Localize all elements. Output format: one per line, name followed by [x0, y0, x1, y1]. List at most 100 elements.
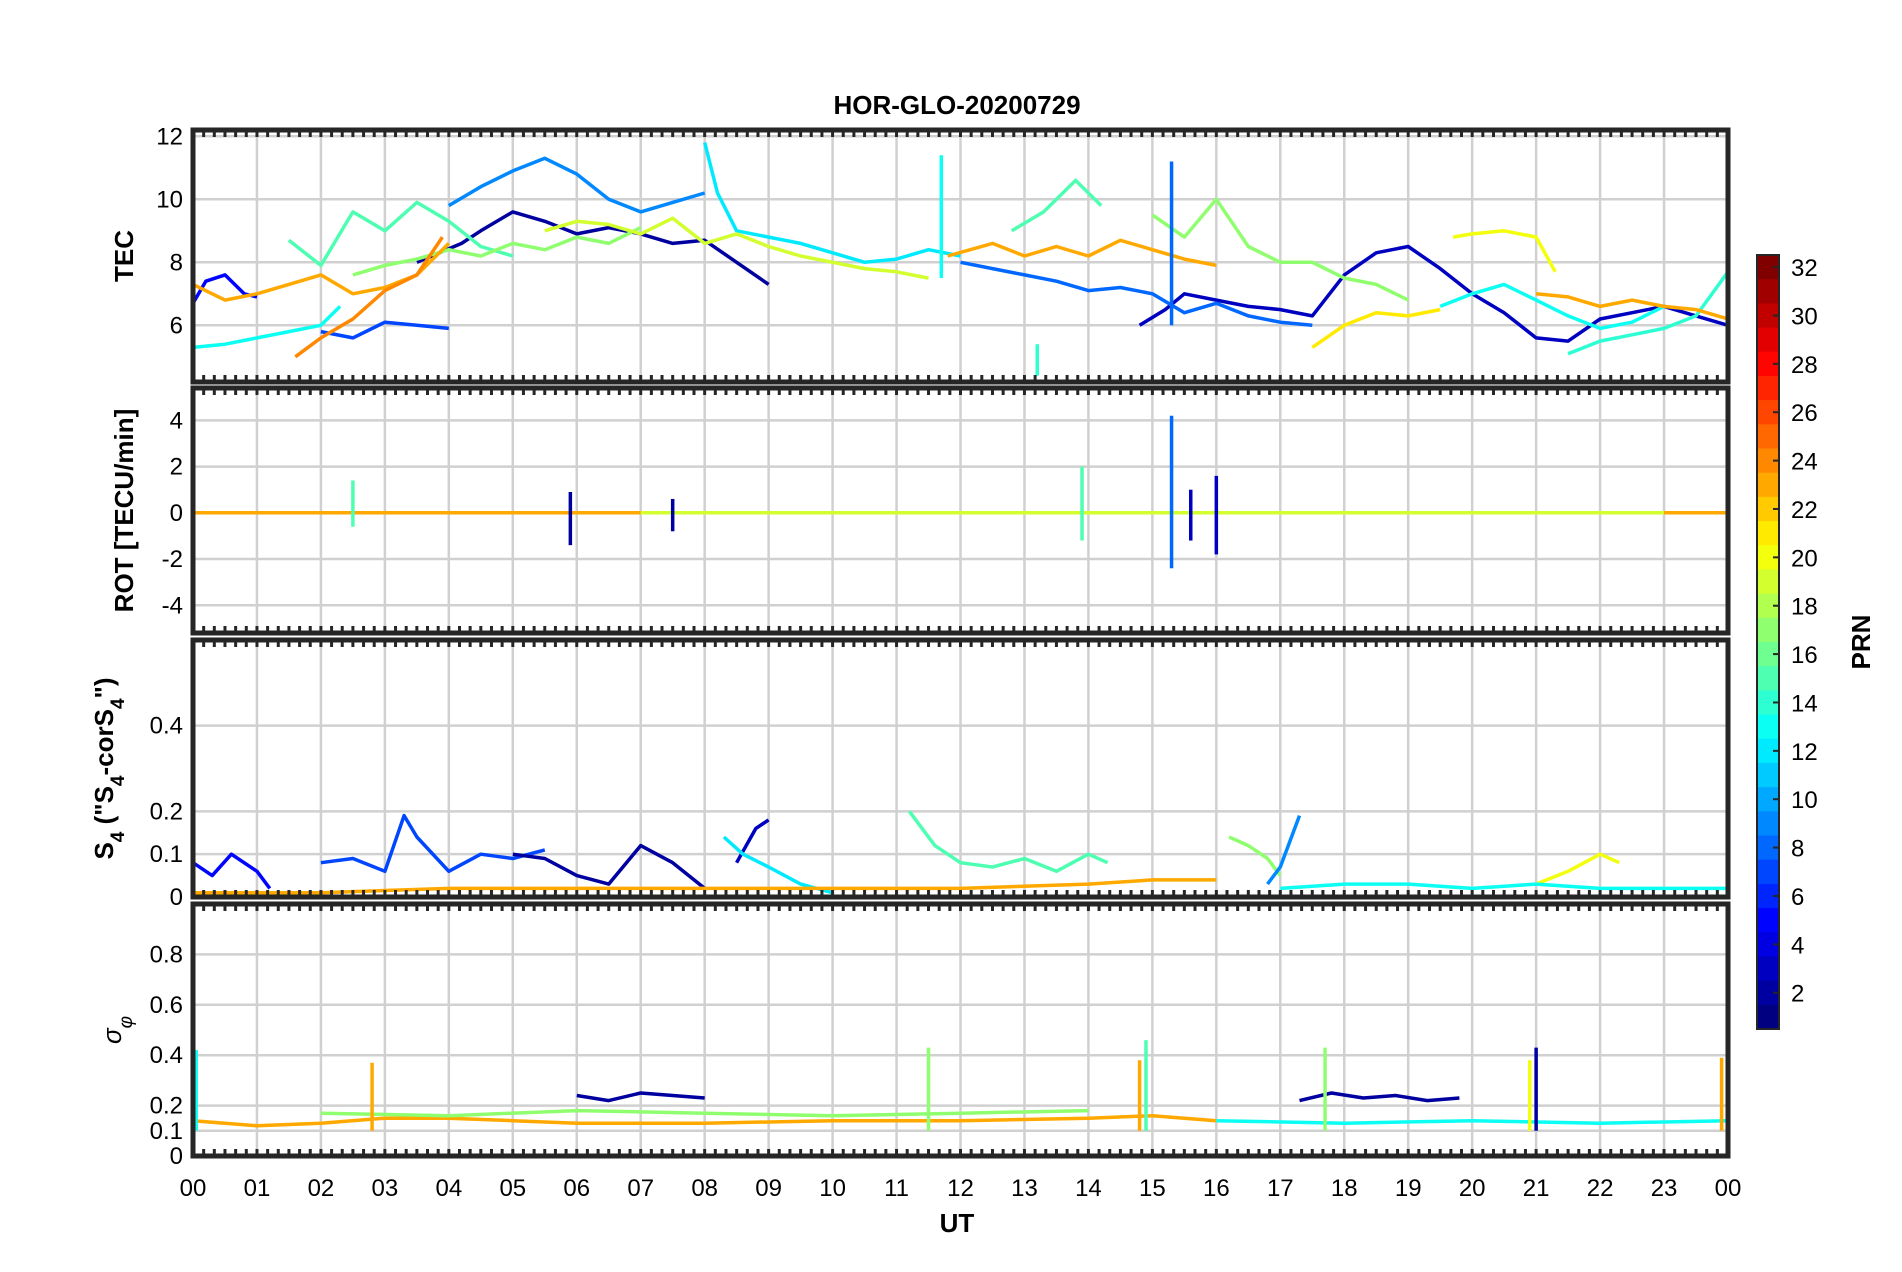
series-group: [193, 415, 1728, 569]
y-tick-label: 0.4: [150, 1042, 183, 1069]
y-axis-label: TEC: [109, 230, 139, 282]
x-tick-label: 21: [1523, 1175, 1550, 1202]
x-tick-label: 09: [755, 1175, 782, 1202]
colorbar-segment: [1757, 835, 1779, 861]
x-tick-label: 19: [1395, 1175, 1422, 1202]
colorbar-segment: [1757, 424, 1779, 450]
series-prn-20: [1452, 229, 1557, 273]
series-prn-2: [416, 210, 770, 286]
series-prn-2: [512, 843, 706, 890]
series-prn-20: [1535, 852, 1621, 886]
colorbar-segment: [1757, 738, 1779, 764]
series-prn-9: [1266, 814, 1302, 886]
panel-frame: [190, 637, 1731, 900]
colorbar-segment: [1757, 255, 1779, 280]
series-prn-19: [544, 216, 929, 280]
colorbar-segment: [1757, 714, 1779, 740]
y-tick-label: 10: [156, 186, 183, 213]
y-tick-label: 0.1: [150, 841, 183, 868]
colorbar-segment: [1757, 980, 1779, 1006]
series-prn-13: [193, 305, 342, 350]
x-tick-label: 03: [372, 1175, 399, 1202]
colorbar-tick-label: 14: [1791, 690, 1818, 717]
colorbar-segment: [1757, 883, 1779, 909]
y-tick-label: 0: [170, 1143, 183, 1170]
x-tick-label: 22: [1587, 1175, 1614, 1202]
series-prn-12: [703, 142, 961, 265]
y-tick-label: 12: [156, 123, 183, 150]
series-prn-17: [352, 226, 642, 277]
colorbar-segment: [1757, 1004, 1779, 1030]
series-prn-2: [576, 1091, 705, 1103]
y-tick-label: 0.8: [150, 941, 183, 968]
colorbar-segment: [1757, 642, 1779, 667]
y-tick-label: 0.4: [150, 713, 183, 740]
colorbar-segment: [1757, 351, 1779, 377]
colorbar-tick-label: 24: [1791, 449, 1818, 476]
x-tick-label: 00: [1715, 1175, 1742, 1202]
x-tick-label: 13: [1011, 1175, 1038, 1202]
panel-4: 00.10.20.40.60.8σφ: [97, 901, 1731, 1170]
series-prn-7: [320, 813, 546, 874]
series-prn-24: [294, 236, 444, 359]
x-tick-label: 20: [1459, 1175, 1486, 1202]
colorbar-segment: [1757, 569, 1779, 595]
colorbar-tick-label: 30: [1791, 303, 1818, 330]
colorbar-segment: [1757, 593, 1779, 619]
series-prn-17: [1151, 197, 1409, 302]
colorbar-tick-label: 20: [1791, 545, 1818, 572]
y-tick-label: 0: [170, 884, 183, 911]
colorbar-tick-label: 8: [1791, 836, 1804, 863]
colorbar-segment: [1757, 859, 1779, 885]
x-tick-label: 08: [691, 1175, 718, 1202]
colorbar-segment: [1757, 327, 1779, 353]
panel-2: -4 -2 0 2 4 ROT [TECU/min]: [109, 385, 1731, 636]
x-tick-label: 11: [884, 1175, 909, 1202]
x-tick-label: 18: [1331, 1175, 1358, 1202]
colorbar-tick-label: 28: [1791, 352, 1818, 379]
y-tick-label: 0.2: [150, 798, 183, 825]
colorbar-segment: [1757, 956, 1779, 982]
colorbar-tick-label: 22: [1791, 497, 1818, 524]
colorbar-tick-label: 6: [1791, 884, 1804, 911]
y-tick-label: 0.1: [150, 1118, 183, 1145]
colorbar-segment: [1757, 908, 1779, 933]
y-tick-label: 0.2: [150, 1093, 183, 1120]
series-prn-17: [1228, 835, 1282, 877]
colorbar-segment: [1757, 932, 1779, 958]
x-axis-label: UT: [940, 1208, 975, 1238]
colorbar-segment: [1757, 666, 1779, 691]
x-axis: 00 01 02 03 04 05 06 07 08 09 10 11 12 13 14 15 16 17 18 19…: [180, 1175, 1742, 1202]
series-prn-7: [320, 320, 449, 340]
series-group: [193, 1040, 1728, 1131]
colorbar-segment: [1757, 690, 1779, 716]
panel-3: 00.10.20.4S4 ("S4-corS4"): [89, 637, 1731, 911]
y-tick-label: -4: [162, 592, 183, 619]
colorbar-segment: [1757, 279, 1779, 304]
series-prn-13: [1216, 1118, 1728, 1125]
colorbar-label: PRN: [1846, 615, 1876, 670]
chart-title: HOR-GLO-20200729: [833, 90, 1080, 120]
colorbar-segment: [1757, 303, 1779, 329]
series-prn-23: [193, 1113, 1217, 1128]
y-tick-label: 6: [170, 312, 183, 339]
series-prn-17: [320, 1108, 1089, 1118]
series-prn-13: [1280, 882, 1728, 891]
series-prn-8: [960, 260, 1313, 328]
colorbar-tick-label: 26: [1791, 400, 1818, 427]
panel-frame: [190, 901, 1731, 1159]
x-tick-label: 06: [563, 1175, 590, 1202]
colorbar-frame: [1756, 254, 1780, 1030]
series-prn-5: [193, 852, 272, 890]
series-prn-23: [1535, 292, 1728, 321]
x-tick-label: 17: [1267, 1175, 1294, 1202]
x-tick-label: 05: [499, 1175, 526, 1202]
x-tick-label: 00: [180, 1175, 207, 1202]
x-tick-label: 23: [1651, 1175, 1678, 1202]
panel-frame: [190, 127, 1731, 385]
y-tick-label: 2: [170, 454, 183, 481]
y-tick-label: 0.6: [150, 992, 183, 1019]
series-prn-15: [907, 810, 1109, 874]
